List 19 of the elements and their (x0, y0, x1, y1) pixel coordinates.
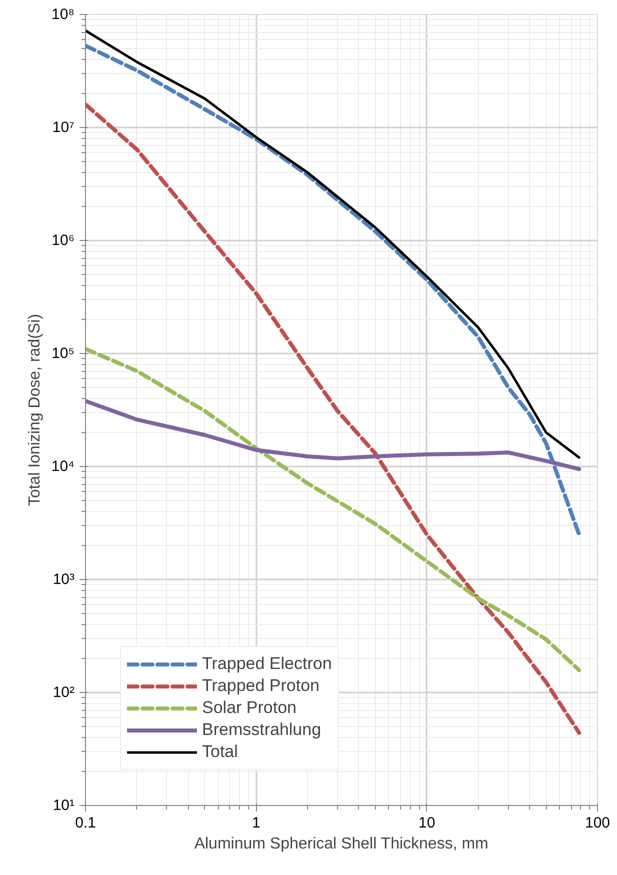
legend-label: Solar Proton (202, 697, 296, 719)
y-axis-title: Total Ionizing Dose, rad(Si) (26, 314, 44, 506)
legend-label: Trapped Proton (202, 675, 320, 697)
legend-label: Trapped Electron (202, 653, 332, 675)
x-tick-label: 1 (252, 814, 260, 832)
y-tick-label: 10³ (52, 571, 75, 588)
legend-label: Total (202, 741, 238, 763)
y-tick-label: 10⁴ (51, 458, 75, 475)
x-tick-label: 100 (584, 814, 610, 832)
x-axis-title: Aluminum Spherical Shell Thickness, mm (194, 836, 488, 852)
y-tick-label: 10¹ (52, 797, 75, 814)
x-tick-label: 10 (418, 814, 436, 832)
y-tick-label: 10⁶ (52, 232, 74, 249)
x-tick-label: 0.1 (75, 814, 96, 832)
y-tick-label: 10⁸ (51, 6, 75, 23)
y-tick-label: 10² (52, 684, 75, 701)
y-tick-label: 10⁵ (52, 345, 75, 362)
legend-label: Bremsstrahlung (202, 719, 322, 741)
y-tick-label: 10⁷ (52, 119, 75, 136)
